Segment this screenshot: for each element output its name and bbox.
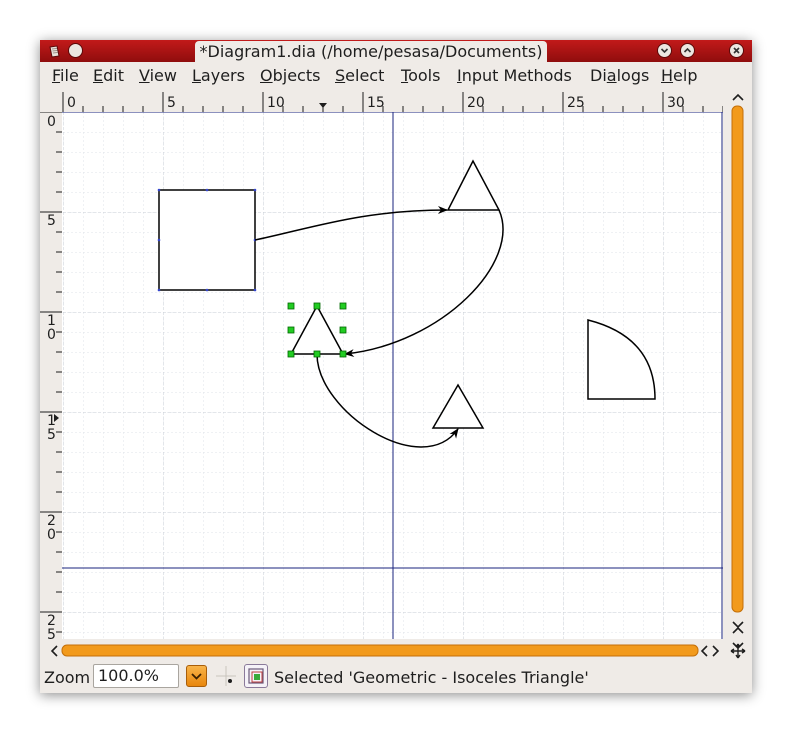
ruler-label: 0 [67, 95, 76, 111]
cursor-marker-icon [319, 103, 327, 108]
horizontal-ruler-svg: 0 5 10 15 20 25 30 [62, 92, 723, 112]
scroll-down-icon[interactable] [732, 621, 744, 629]
app-window: *Diagram1.dia (/home/pesasa/Documents) F… [40, 40, 752, 693]
menu-help[interactable]: Help [661, 66, 698, 85]
vertical-scroll-thumb[interactable] [731, 105, 744, 613]
snap-to-objects-toggle[interactable] [244, 664, 268, 688]
menu-tools[interactable]: Tools [401, 66, 441, 85]
ruler-label: 30 [667, 95, 685, 111]
scroll-left-icon-2[interactable] [700, 645, 708, 657]
status-message: Selected 'Geometric - Isoceles Triangle' [274, 668, 589, 687]
diagram-canvas[interactable] [62, 112, 723, 639]
scroll-left-icon[interactable] [50, 645, 58, 657]
connector-triangle-to-selected[interactable] [344, 209, 504, 358]
minimize-icon[interactable] [657, 43, 672, 58]
vertical-ruler-svg: 0 5 1 0 1 5 2 0 2 5 [40, 112, 62, 639]
ruler-corner [40, 92, 62, 112]
menu-edit[interactable]: Edit [93, 66, 124, 85]
horizontal-ruler: 0 5 10 15 20 25 30 [62, 92, 723, 113]
connector-selected-to-bottom-triangle[interactable] [316, 353, 459, 448]
selection-handles[interactable] [287, 302, 347, 358]
ruler-label: 5 [167, 95, 176, 111]
triangle-shape-bottom[interactable] [431, 383, 485, 429]
cursor-marker-icon [54, 414, 59, 422]
window-title: *Diagram1.dia (/home/pesasa/Documents) [195, 41, 547, 62]
ruler-label: 5 [47, 627, 56, 639]
scroll-up-icon-2[interactable] [732, 626, 744, 634]
menu-file[interactable]: File [52, 66, 79, 85]
snap-objects-icon [248, 668, 264, 684]
ruler-label: 5 [47, 213, 56, 229]
vertical-scrollbar[interactable] [728, 92, 748, 650]
ruler-label: 25 [567, 95, 585, 111]
scroll-up-icon[interactable] [732, 93, 744, 101]
menu-layers[interactable]: Layers [192, 66, 245, 85]
ruler-label: 0 [47, 114, 56, 130]
menu-input-methods[interactable]: Input Methods [457, 66, 572, 85]
statusbar: Zoom 100.0% Selected 'Geometric - Isocel… [40, 663, 752, 693]
zoom-label: Zoom [44, 668, 91, 687]
ruler-label: 20 [467, 95, 485, 111]
navigate-icon[interactable] [730, 643, 746, 659]
horizontal-scroll-thumb[interactable] [61, 644, 699, 657]
zoom-input[interactable]: 100.0% [93, 664, 179, 688]
ruler-label: 2 [47, 613, 56, 629]
box-shape[interactable] [158, 189, 256, 291]
sticky-icon[interactable] [68, 43, 83, 58]
ruler-label: 0 [47, 527, 56, 543]
ruler-label: 15 [367, 95, 385, 111]
horizontal-scrollbar[interactable] [50, 641, 728, 661]
ruler-label: 1 [47, 413, 56, 429]
triangle-shape-top-right[interactable] [446, 159, 501, 211]
menu-view[interactable]: View [139, 66, 177, 85]
ruler-label: 2 [47, 513, 56, 529]
connector-box-to-triangle[interactable] [254, 206, 448, 241]
ruler-label: 5 [47, 427, 56, 443]
menu-objects[interactable]: Objects [260, 66, 321, 85]
grid-icon [216, 666, 236, 686]
quarter-circle-shape[interactable] [587, 319, 656, 400]
menubar: File Edit View Layers Objects Select Too… [40, 62, 752, 90]
titlebar: *Diagram1.dia (/home/pesasa/Documents) [40, 40, 752, 62]
ruler-label: 10 [267, 95, 285, 111]
ruler-label: 0 [47, 327, 56, 343]
menu-dialogs[interactable]: Dialogs [590, 66, 650, 85]
maximize-icon[interactable] [680, 43, 695, 58]
snap-to-grid-toggle[interactable] [215, 664, 237, 688]
ruler-label: 1 [47, 313, 56, 329]
zoom-dropdown-button[interactable] [186, 665, 207, 687]
scroll-right-icon[interactable] [712, 645, 720, 657]
menu-select[interactable]: Select [335, 66, 385, 85]
window-menu-icon[interactable] [48, 44, 61, 58]
diagram-svg[interactable] [62, 112, 723, 639]
vertical-ruler: 0 5 1 0 1 5 2 0 2 5 [40, 112, 62, 639]
close-icon[interactable] [729, 43, 744, 58]
chevron-down-icon [191, 673, 202, 680]
